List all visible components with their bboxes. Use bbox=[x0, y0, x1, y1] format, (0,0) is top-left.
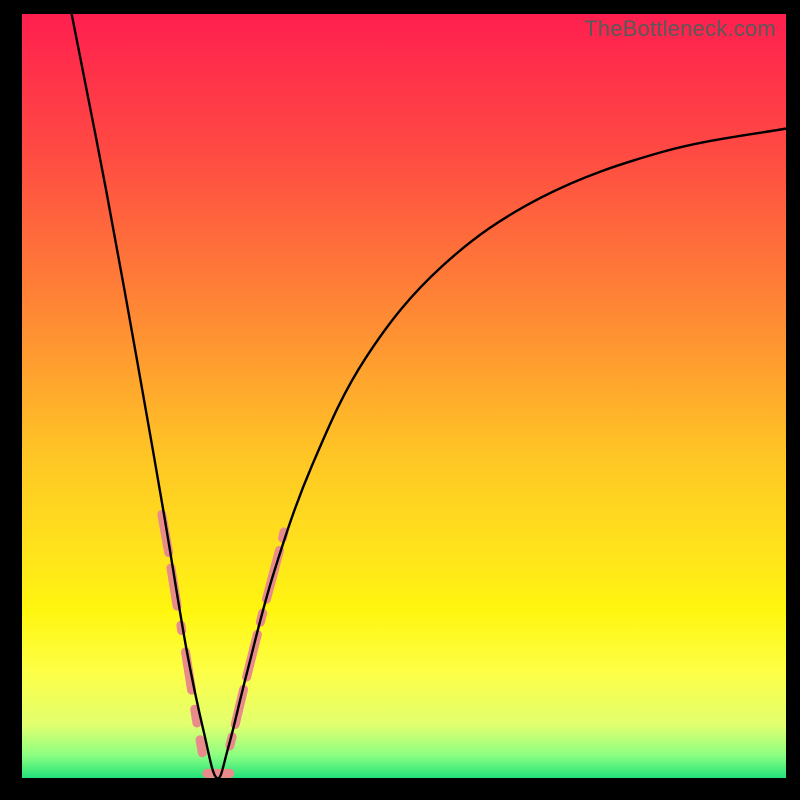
plot-area: TheBottleneck.com bbox=[22, 14, 786, 778]
bottleneck-curve bbox=[72, 14, 786, 778]
chart-frame: TheBottleneck.com bbox=[0, 0, 800, 800]
marker-layer bbox=[162, 514, 284, 773]
marker-capsule bbox=[195, 709, 197, 723]
chart-svg bbox=[22, 14, 786, 778]
marker-capsule bbox=[200, 740, 202, 753]
watermark-text: TheBottleneck.com bbox=[584, 16, 776, 42]
marker-capsule bbox=[283, 532, 285, 538]
